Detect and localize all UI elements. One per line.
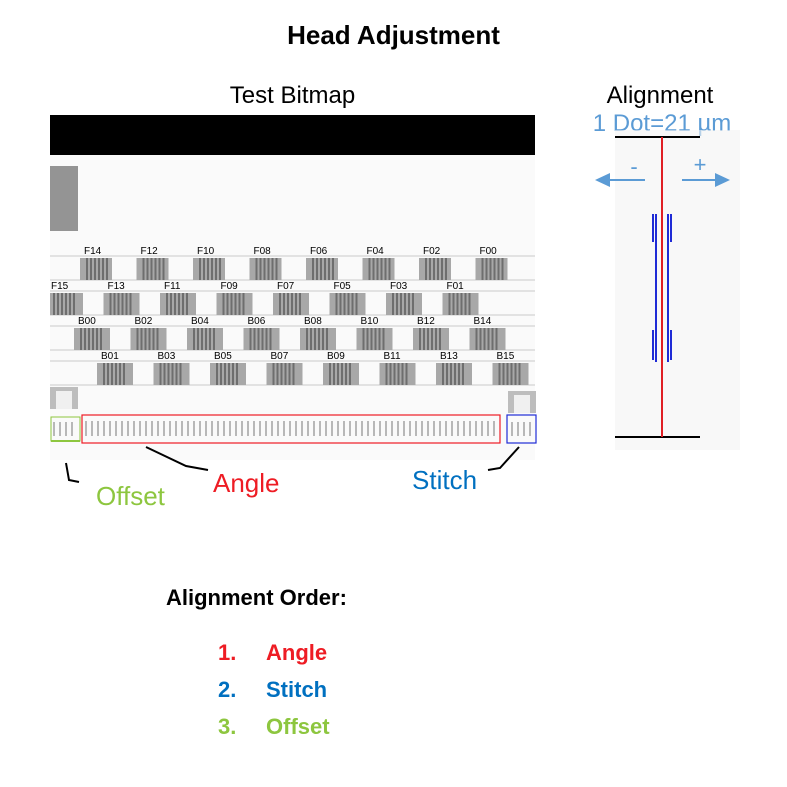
order-label: Angle: [266, 640, 328, 665]
nozzle-label: F03: [390, 281, 408, 292]
nozzle-label: F02: [423, 246, 441, 257]
order-label: Stitch: [266, 677, 328, 702]
nozzle-block: [492, 363, 529, 385]
stitch-callout: Stitch: [412, 465, 478, 495]
nozzle-label: B08: [304, 316, 322, 327]
nozzle-label: B03: [158, 351, 176, 362]
nozzle-label: F07: [277, 281, 295, 292]
order-label: Offset: [266, 714, 330, 739]
nozzle-block: [103, 293, 140, 315]
nozzle-label: B06: [248, 316, 266, 327]
nozzle-label: F04: [367, 246, 385, 257]
nozzle-label: B01: [101, 351, 119, 362]
nozzle-label: B07: [271, 351, 289, 362]
nozzle-block: [193, 258, 225, 280]
page-title: Head Adjustment: [287, 20, 500, 50]
nozzle-label: B09: [327, 351, 345, 362]
order-item-offset: 3. Offset: [218, 714, 330, 740]
order-number: 3.: [218, 714, 237, 739]
stitch-box: [506, 414, 537, 444]
order-item-stitch: 2. Stitch: [218, 677, 327, 703]
nozzle-label: B10: [361, 316, 379, 327]
nozzle-label: F14: [84, 246, 102, 257]
nozzle-block: [442, 293, 479, 315]
nozzle-label: F08: [254, 246, 272, 257]
nozzle-block: [300, 328, 336, 350]
nozzle-block: [153, 363, 190, 385]
nozzle-block: [379, 363, 416, 385]
nozzle-block: [362, 258, 395, 280]
test-bitmap-title: Test Bitmap: [229, 82, 356, 109]
angle-box: [81, 414, 501, 444]
nozzle-block: [329, 293, 366, 315]
minus-arrow-icon: [595, 173, 645, 187]
minus-label: -: [630, 154, 637, 179]
nozzle-block: [187, 328, 223, 350]
nozzle-label: B02: [135, 316, 153, 327]
alignment-patterns: [50, 387, 537, 444]
order-number: 2.: [218, 677, 237, 702]
offset-callout: Offset: [96, 481, 165, 511]
nozzle-label: F00: [480, 246, 498, 257]
nozzle-label: F01: [447, 281, 465, 292]
nozzle-block: [243, 328, 280, 350]
order-number: 1.: [218, 640, 237, 665]
nozzle-block: [216, 293, 253, 315]
nozzle-label: B14: [474, 316, 492, 327]
nozzle-block: [136, 258, 169, 280]
angle-callout: Angle: [213, 468, 280, 498]
nozzle-label: F06: [310, 246, 328, 257]
nozzle-label: B00: [78, 316, 96, 327]
nozzle-block: [419, 258, 451, 280]
nozzle-label: B04: [191, 316, 209, 327]
nozzle-label: B13: [440, 351, 458, 362]
nozzle-block: [356, 328, 393, 350]
nozzle-label: F05: [334, 281, 352, 292]
plus-arrow-icon: [682, 173, 730, 187]
nozzle-block: [130, 328, 167, 350]
nozzle-block: [323, 363, 359, 385]
nozzle-block: [306, 258, 338, 280]
nozzle-row: B01 B03 B05 B07 B09 B11 B13 B15: [50, 351, 535, 386]
nozzle-row: F14 F12 F10 F08 F06 F04 F02 F00: [50, 246, 535, 281]
nozzle-block: [273, 293, 309, 315]
nozzle-label: B15: [497, 351, 515, 362]
nozzle-block: [436, 363, 472, 385]
nozzle-block: [413, 328, 449, 350]
nozzle-block: [50, 293, 83, 315]
top-black-bar: [50, 115, 535, 155]
order-title: Alignment Order:: [166, 585, 347, 610]
nozzle-label: F12: [141, 246, 159, 257]
nozzle-label: B05: [214, 351, 232, 362]
order-item-angle: 1. Angle: [218, 640, 327, 666]
nozzle-block: [80, 258, 112, 280]
nozzle-row: F15 F13 F11 F09 F07 F05 F03 F01: [50, 281, 535, 316]
nozzle-row: B00 B02 B04 B06 B08 B10 B12 B14: [50, 316, 535, 351]
nozzle-label: F10: [197, 246, 215, 257]
nozzle-label: F11: [164, 281, 181, 292]
nozzle-block: [210, 363, 246, 385]
nozzle-block: [266, 363, 303, 385]
nozzle-label: B11: [384, 351, 401, 362]
nozzle-label: F13: [108, 281, 126, 292]
nozzle-label: B12: [417, 316, 435, 327]
nozzle-block: [74, 328, 110, 350]
alignment-title: Alignment: [606, 82, 714, 109]
nozzle-block: [469, 328, 506, 350]
nozzle-label: F15: [51, 281, 69, 292]
nozzle-block: [249, 258, 282, 280]
alignment-diagram: - +: [595, 130, 740, 450]
plus-label: +: [694, 152, 707, 177]
nozzle-block: [97, 363, 133, 385]
nozzle-label: F09: [221, 281, 239, 292]
nozzle-block: [160, 293, 196, 315]
nozzle-block: [386, 293, 422, 315]
nozzle-block: [475, 258, 508, 280]
